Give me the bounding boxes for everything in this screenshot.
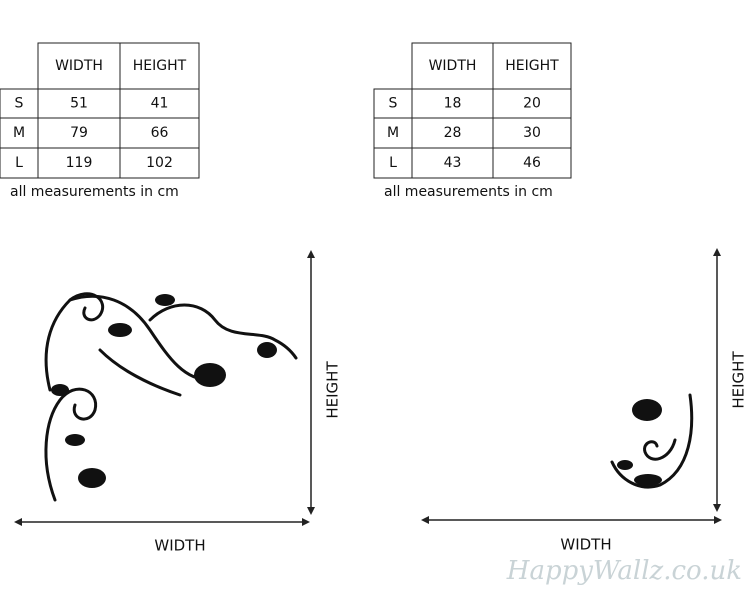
measurement: 41 — [151, 96, 169, 112]
size-label: L — [15, 155, 23, 171]
table-cell — [492, 147, 572, 179]
height-label: HEIGHT — [730, 351, 748, 409]
table-note: all measurements in cm — [10, 184, 179, 200]
measurement: 18 — [444, 96, 462, 112]
measurement: 28 — [444, 125, 462, 141]
measurement: 119 — [66, 155, 93, 171]
table-note: all measurements in cm — [384, 184, 553, 200]
watermark: HappyWallz.co.uk — [506, 556, 742, 586]
column-header: WIDTH — [55, 58, 103, 74]
measurement: 79 — [70, 125, 88, 141]
column-header: HEIGHT — [133, 58, 187, 74]
measurement: 66 — [151, 125, 169, 141]
floral-ornament — [44, 292, 298, 502]
measurement: 51 — [70, 96, 88, 112]
floral-ornament — [610, 393, 694, 489]
size-label: L — [389, 155, 397, 171]
measurement: 43 — [444, 155, 462, 171]
width-label: WIDTH — [560, 536, 611, 554]
height-label: HEIGHT — [324, 361, 342, 419]
measurement: 102 — [146, 155, 173, 171]
measurement: 46 — [523, 155, 541, 171]
column-header: WIDTH — [429, 58, 477, 74]
size-label: S — [15, 96, 24, 112]
width-label: WIDTH — [154, 537, 205, 555]
table-cell — [119, 147, 200, 179]
measurement: 30 — [523, 125, 541, 141]
column-header: HEIGHT — [505, 58, 559, 74]
measurement: 20 — [523, 96, 541, 112]
size-label: M — [13, 125, 25, 141]
size-label: M — [387, 125, 399, 141]
size-label: S — [389, 96, 398, 112]
